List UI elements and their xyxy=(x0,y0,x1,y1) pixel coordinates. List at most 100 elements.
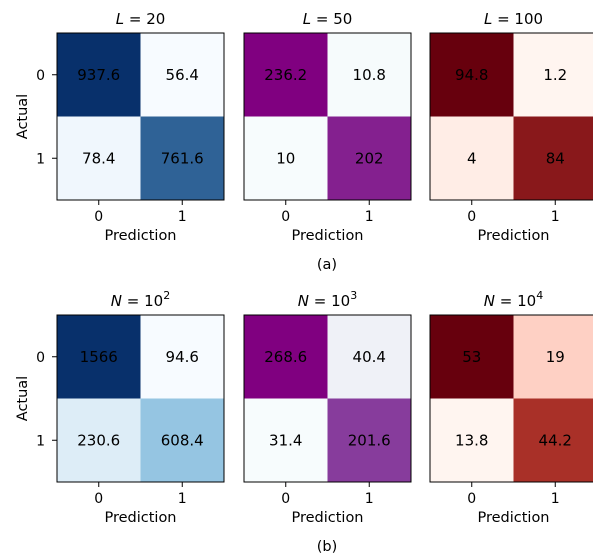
cell-value-label: 202 xyxy=(355,149,384,167)
subfigure-caption: (b) xyxy=(317,539,338,554)
heatmap-cell xyxy=(430,315,514,399)
title-value: 100 xyxy=(514,10,543,28)
x-tick-label: 0 xyxy=(94,491,103,507)
heatmap-cell xyxy=(57,398,141,482)
x-axis-label: Prediction xyxy=(291,228,363,244)
title-equals: = xyxy=(492,10,514,28)
x-axis-label: Prediction xyxy=(291,510,363,526)
heatmap-cell xyxy=(140,315,224,399)
cell-value-label: 31.4 xyxy=(269,431,302,449)
cell-value-label: 53 xyxy=(462,348,481,366)
x-tick-label: 0 xyxy=(94,209,103,225)
heatmap-cell xyxy=(513,315,593,399)
y-tick-label: 0 xyxy=(36,68,45,84)
panel-title: N = 102 xyxy=(111,289,170,310)
x-axis-label: Prediction xyxy=(477,510,549,526)
title-variable: N xyxy=(298,292,309,310)
heatmap-cell xyxy=(57,33,141,117)
cell-value-label: 608.4 xyxy=(161,431,204,449)
title-value: 10 xyxy=(144,292,163,310)
title-exponent: 3 xyxy=(350,289,357,302)
panel-title: L = 50 xyxy=(303,10,353,28)
cell-value-label: 94.6 xyxy=(166,348,199,366)
cell-value-label: 56.4 xyxy=(166,66,199,84)
title-value: 20 xyxy=(146,10,165,28)
y-tick-label: 0 xyxy=(36,350,45,366)
heatmap-cell xyxy=(244,116,328,200)
title-equals: = xyxy=(122,292,144,310)
cell-value-label: 268.6 xyxy=(264,348,307,366)
title-value: 10 xyxy=(331,292,350,310)
title-variable: L xyxy=(484,10,492,28)
heatmap-cell xyxy=(140,116,224,200)
heatmap-cell xyxy=(430,398,514,482)
subfigure-caption: (a) xyxy=(317,257,337,273)
title-equals: = xyxy=(311,10,333,28)
heatmap-cell xyxy=(430,116,514,200)
y-tick-label: 1 xyxy=(36,433,45,449)
axes-frame xyxy=(243,314,412,483)
cell-value-label: 94.8 xyxy=(455,66,488,84)
panel-title: L = 100 xyxy=(484,10,543,28)
title-equals: = xyxy=(495,292,517,310)
y-axis-label: Actual xyxy=(15,376,31,421)
x-tick-label: 0 xyxy=(467,491,476,507)
panel-title: N = 104 xyxy=(484,289,543,310)
cell-value-label: 19 xyxy=(546,348,565,366)
heatmap-cell xyxy=(244,315,328,399)
cell-value-label: 937.6 xyxy=(77,66,120,84)
cell-value-label: 10 xyxy=(276,149,295,167)
x-tick-label: 1 xyxy=(551,209,560,225)
x-tick-label: 0 xyxy=(281,209,290,225)
heatmap-cell xyxy=(513,116,593,200)
x-tick-label: 1 xyxy=(178,491,187,507)
cell-value-label: 84 xyxy=(546,149,565,167)
heatmap-cell xyxy=(513,33,593,117)
heatmap-cell xyxy=(244,33,328,117)
title-value: 10 xyxy=(517,292,536,310)
x-tick-label: 0 xyxy=(281,491,290,507)
cell-value-label: 1566 xyxy=(80,348,118,366)
heatmap-cell xyxy=(327,398,411,482)
title-equals: = xyxy=(309,292,331,310)
heatmap-cell xyxy=(513,398,593,482)
x-tick-label: 1 xyxy=(365,209,374,225)
heatmap-cell xyxy=(327,315,411,399)
x-axis-label: Prediction xyxy=(104,510,176,526)
x-axis-label: Prediction xyxy=(104,228,176,244)
title-exponent: 2 xyxy=(163,289,170,302)
cell-value-label: 236.2 xyxy=(264,66,307,84)
title-variable: L xyxy=(303,10,311,28)
title-equals: = xyxy=(124,10,146,28)
axes-frame xyxy=(56,314,225,483)
title-value: 50 xyxy=(333,10,352,28)
heatmap-cell xyxy=(327,116,411,200)
heatmap-cell xyxy=(244,398,328,482)
cell-value-label: 10.8 xyxy=(353,66,386,84)
x-tick-label: 1 xyxy=(551,491,560,507)
confusion-matrix-panel: 937.6 56.478.4 761.6L = 200 1Prediction01Ac… xyxy=(15,10,225,244)
cell-value-label: 761.6 xyxy=(161,149,204,167)
cell-value-label: 1.2 xyxy=(543,66,567,84)
x-tick-label: 1 xyxy=(365,491,374,507)
x-axis-label: Prediction xyxy=(477,228,549,244)
cell-value-label: 78.4 xyxy=(82,149,115,167)
x-tick-label: 0 xyxy=(467,209,476,225)
heatmap-cell xyxy=(57,116,141,200)
cell-value-label: 40.4 xyxy=(353,348,386,366)
x-tick-label: 1 xyxy=(178,209,187,225)
panel-title: L = 20 xyxy=(116,10,166,28)
y-axis-label: Actual xyxy=(15,94,31,139)
cell-value-label: 230.6 xyxy=(77,431,120,449)
heatmap-cell xyxy=(57,315,141,399)
title-variable: L xyxy=(116,10,124,28)
title-variable: N xyxy=(484,292,495,310)
axes-frame xyxy=(429,32,593,201)
axes-frame xyxy=(243,32,412,201)
